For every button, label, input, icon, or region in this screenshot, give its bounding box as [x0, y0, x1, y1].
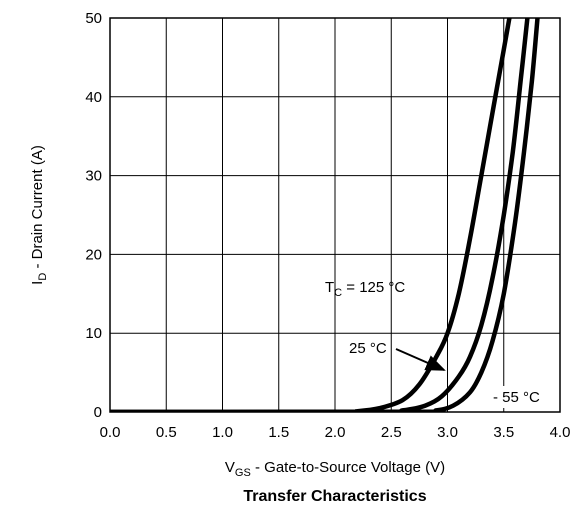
x-tick-label: 1.5 [268, 424, 289, 441]
annotation-bg-55 [491, 386, 559, 408]
x-tick-label: 2.5 [381, 424, 402, 441]
y-tick-label: 40 [85, 89, 102, 106]
y-tick-label: 20 [85, 246, 102, 263]
y-tick-label: 10 [85, 325, 102, 342]
series-line-1 [110, 18, 530, 412]
x-tick-label: 0.0 [100, 424, 121, 441]
plot-frame [109, 17, 561, 413]
x-axis-label: VGS - Gate-to-Source Voltage (V) [225, 459, 445, 479]
annotation-arrow [395, 348, 446, 371]
y-tick-label: 0 [94, 404, 102, 421]
series-curves [110, 18, 540, 412]
grid-lines [109, 17, 561, 413]
y-tick-label: 30 [85, 168, 102, 185]
x-axis-ticks: 0.0 0.5 1.0 1.5 2.0 2.5 3.0 3.5 4.0 [100, 424, 571, 441]
x-tick-label: 4.0 [550, 424, 571, 441]
annotation-25c: 25 °C [349, 340, 387, 357]
x-tick-label: 0.5 [156, 424, 177, 441]
series-line-0 [110, 18, 512, 412]
y-axis-label: ID - Drain Current (A) [29, 145, 49, 285]
annotation-125c: TC = 125 °C [325, 279, 405, 299]
y-axis-ticks: 0 10 20 30 40 50 [85, 10, 102, 421]
x-tick-label: 1.0 [212, 424, 233, 441]
chart-title: Transfer Characteristics [243, 488, 426, 505]
x-tick-label: 2.0 [325, 424, 346, 441]
x-tick-label: 3.0 [437, 424, 458, 441]
annotation-55c: - 55 °C [493, 389, 540, 406]
y-tick-label: 50 [85, 10, 102, 27]
x-tick-label: 3.5 [493, 424, 514, 441]
